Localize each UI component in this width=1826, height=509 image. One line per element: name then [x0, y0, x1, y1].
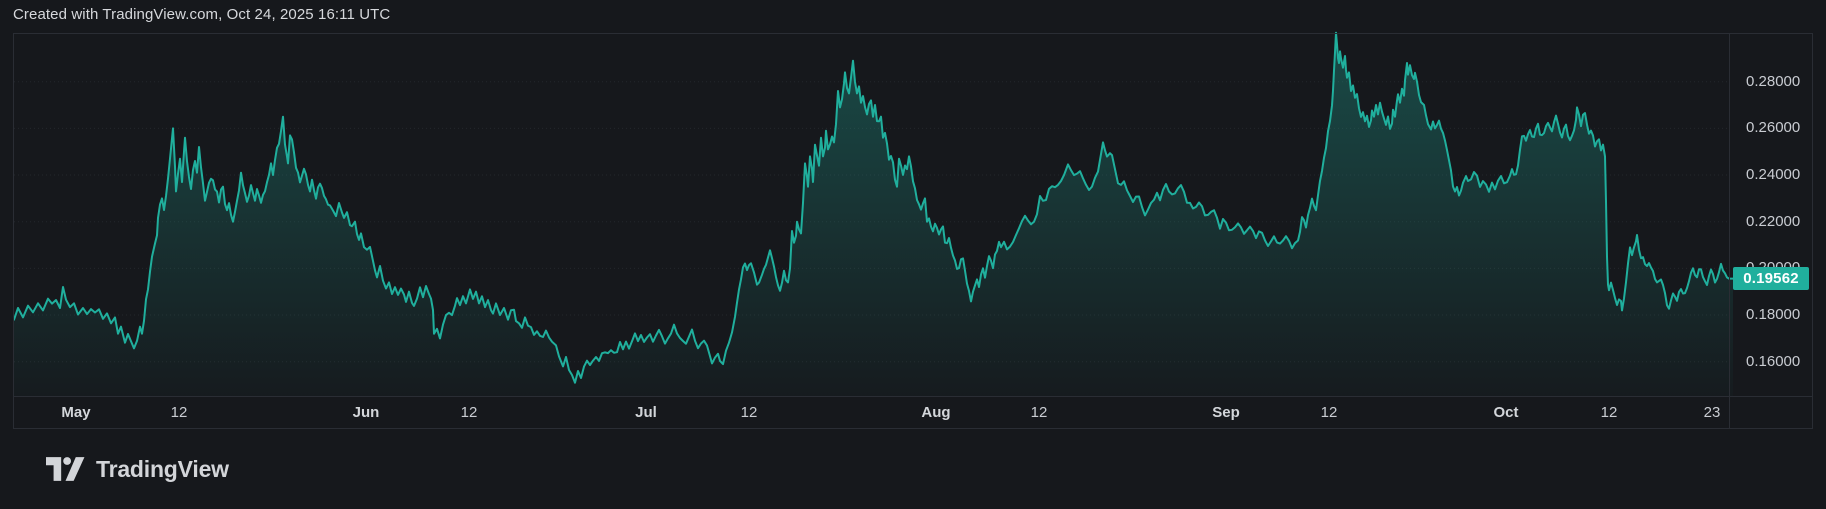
- time-label-day: 12: [1320, 404, 1338, 421]
- last-price-badge: 0.19562: [1733, 267, 1809, 291]
- time-label-month: Sep: [1212, 404, 1240, 421]
- time-label-month: Aug: [921, 404, 951, 421]
- area-series: [13, 32, 1733, 396]
- time-label-month: Oct: [1493, 404, 1519, 421]
- price-tick-label: 0.24000: [1746, 166, 1801, 184]
- line-series: [13, 31, 1734, 384]
- last-price-value: 0.19562: [1743, 270, 1799, 288]
- time-label-month: Jul: [635, 404, 657, 421]
- time-label-day: 12: [170, 404, 188, 421]
- price-tick-label: 0.28000: [1746, 72, 1801, 90]
- price-tick-label: 0.16000: [1746, 352, 1801, 370]
- tradingview-logo-icon: [46, 457, 85, 481]
- time-label-day: 12: [460, 404, 478, 421]
- time-label-day: 12: [740, 404, 758, 421]
- time-label-month: Jun: [352, 404, 380, 421]
- time-label-day: 23: [1703, 404, 1721, 421]
- time-label-month: May: [61, 404, 91, 421]
- tradingview-logo-text: TradingView: [96, 456, 229, 482]
- chart-frame: [13, 33, 1813, 429]
- tradingview-logo: TradingView: [46, 456, 229, 482]
- price-tick-label: 0.26000: [1746, 119, 1801, 137]
- price-tick-label: 0.22000: [1746, 212, 1801, 230]
- price-tick-label: 0.18000: [1746, 306, 1801, 324]
- time-label-day: 12: [1030, 404, 1048, 421]
- attribution-text: Created with TradingView.com, Oct 24, 20…: [13, 6, 391, 23]
- time-label-day: 12: [1600, 404, 1618, 421]
